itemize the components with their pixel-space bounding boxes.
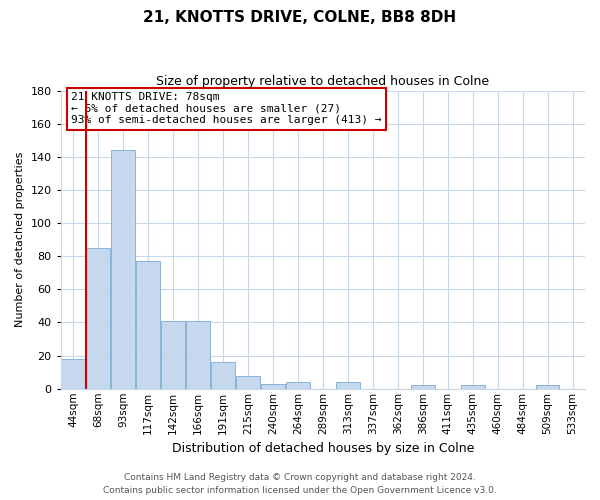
Bar (236, 376, 260, 389)
Bar (286, 382, 310, 389)
Bar (211, 362, 235, 389)
Bar (61, 359, 85, 389)
Bar (411, 386, 434, 389)
Text: 21, KNOTTS DRIVE, COLNE, BB8 8DH: 21, KNOTTS DRIVE, COLNE, BB8 8DH (143, 10, 457, 25)
Bar (186, 321, 210, 389)
Y-axis label: Number of detached properties: Number of detached properties (15, 152, 25, 328)
Bar (161, 321, 185, 389)
Bar (536, 386, 559, 389)
Bar (261, 384, 285, 389)
Bar (336, 382, 359, 389)
Bar (111, 150, 135, 389)
Bar (136, 261, 160, 389)
Title: Size of property relative to detached houses in Colne: Size of property relative to detached ho… (156, 75, 490, 88)
Text: 21 KNOTTS DRIVE: 78sqm
← 6% of detached houses are smaller (27)
93% of semi-deta: 21 KNOTTS DRIVE: 78sqm ← 6% of detached … (71, 92, 382, 125)
Text: Contains HM Land Registry data © Crown copyright and database right 2024.
Contai: Contains HM Land Registry data © Crown c… (103, 474, 497, 495)
Bar (86, 248, 110, 389)
Bar (461, 386, 485, 389)
X-axis label: Distribution of detached houses by size in Colne: Distribution of detached houses by size … (172, 442, 474, 455)
